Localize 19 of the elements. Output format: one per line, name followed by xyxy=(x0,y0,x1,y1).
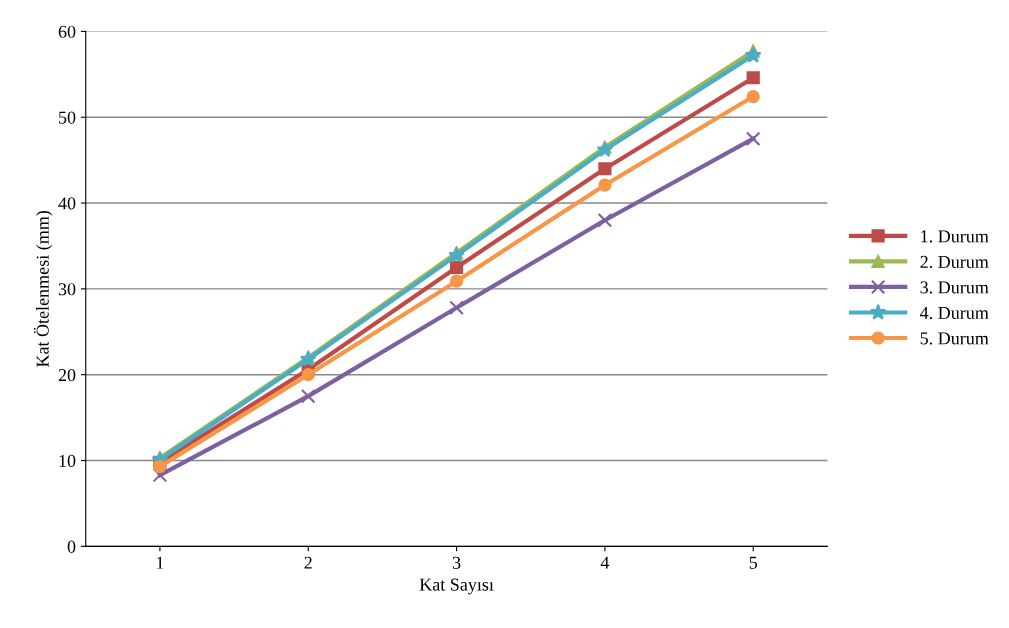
legend-label: 3. Durum xyxy=(920,281,989,294)
x-tick-label: 2 xyxy=(304,556,312,569)
y-tick-label: 10 xyxy=(59,454,76,467)
x-tick-label: 5 xyxy=(749,556,758,569)
x-tick-label: 1 xyxy=(157,556,164,569)
legend-label: 5. Durum xyxy=(920,332,989,345)
legend-label: 1. Durum xyxy=(921,230,989,243)
x-axis-title: Kat Sayısı xyxy=(419,578,494,595)
y-tick-label: 0 xyxy=(67,540,76,553)
y-axis-title: Kat Ötelenmesi (mm) xyxy=(33,210,53,368)
y-tick-label: 60 xyxy=(58,25,76,38)
x-tick-label: 4 xyxy=(600,556,610,569)
x-tick-label: 3 xyxy=(452,556,461,569)
legend-label: 2. Durum xyxy=(920,255,989,269)
y-tick-label: 50 xyxy=(59,111,76,124)
legend-label: 4. Durum xyxy=(920,306,989,320)
y-tick-label: 40 xyxy=(58,197,76,210)
y-tick-label: 20 xyxy=(58,368,76,382)
y-tick-label: 30 xyxy=(58,283,76,296)
